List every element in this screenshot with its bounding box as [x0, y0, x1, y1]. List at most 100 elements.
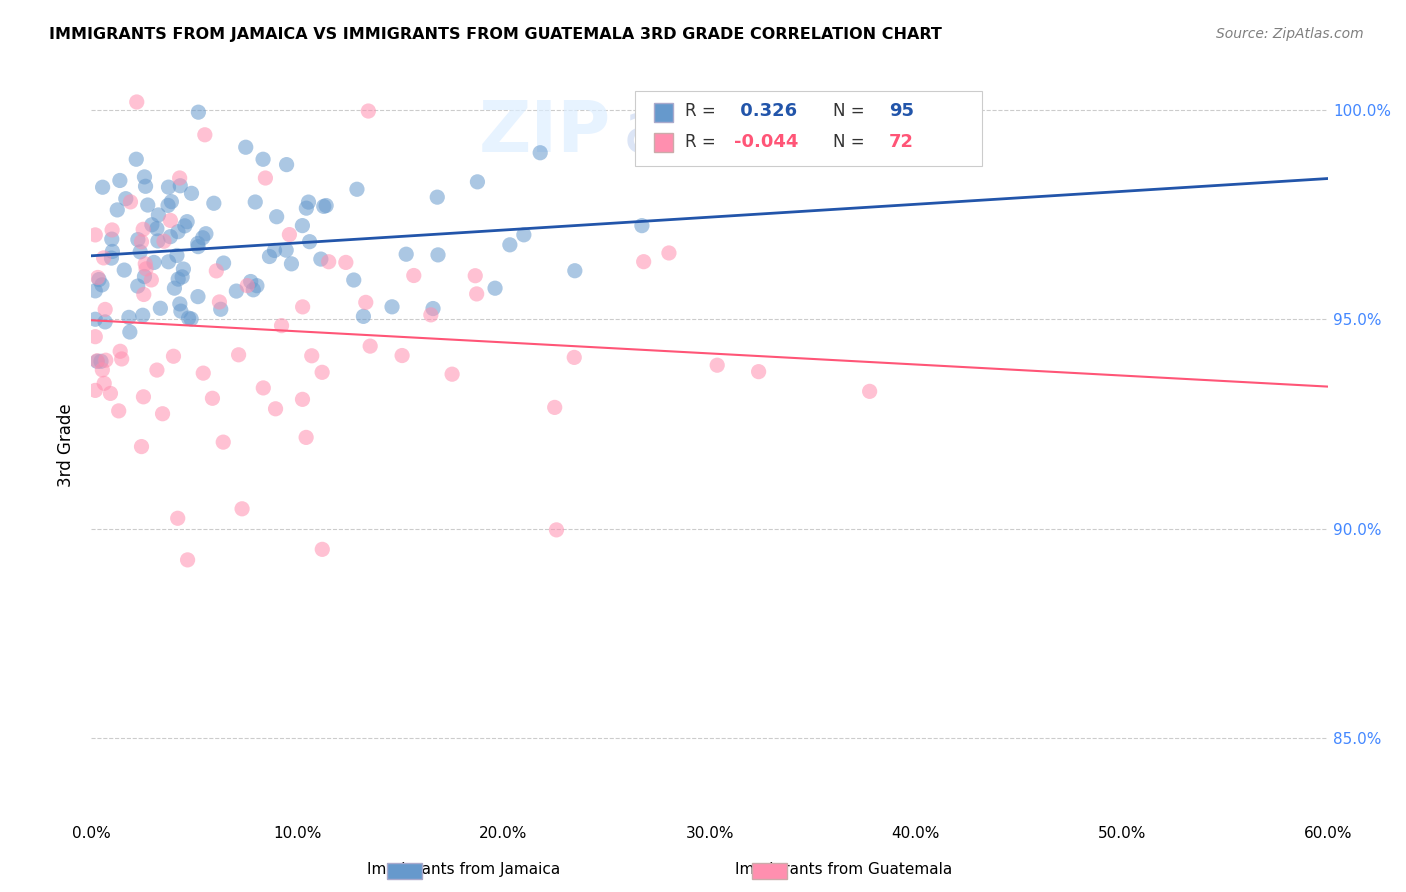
- Point: [312, 199, 335, 213]
- Point: [172, 269, 194, 284]
- Point: [291, 300, 314, 314]
- Point: [859, 384, 882, 399]
- Point: [170, 304, 193, 318]
- Text: Immigrants from Guatemala: Immigrants from Guatemala: [735, 863, 952, 877]
- Point: [633, 254, 655, 268]
- Text: ZIP: ZIP: [478, 98, 610, 167]
- Point: [100, 232, 122, 246]
- FancyBboxPatch shape: [636, 91, 981, 167]
- Point: [172, 262, 194, 277]
- Point: [159, 213, 181, 227]
- Point: [706, 358, 728, 372]
- Point: [163, 281, 186, 295]
- Point: [134, 257, 156, 271]
- Point: [335, 255, 357, 269]
- Point: [402, 268, 425, 283]
- Point: [146, 234, 169, 248]
- Point: [125, 153, 148, 167]
- Point: [134, 169, 156, 184]
- Point: [135, 261, 157, 276]
- Point: [225, 284, 247, 298]
- Point: [291, 392, 314, 407]
- Point: [205, 264, 228, 278]
- Point: [93, 376, 115, 391]
- Point: [84, 284, 107, 298]
- Text: IMMIGRANTS FROM JAMAICA VS IMMIGRANTS FROM GUATEMALA 3RD GRADE CORRELATION CHART: IMMIGRANTS FROM JAMAICA VS IMMIGRANTS FR…: [49, 27, 942, 42]
- Point: [467, 175, 489, 189]
- Point: [180, 312, 202, 326]
- FancyBboxPatch shape: [654, 103, 672, 121]
- Point: [157, 180, 180, 194]
- Point: [422, 301, 444, 316]
- Point: [246, 278, 269, 293]
- Point: [291, 219, 314, 233]
- Point: [112, 263, 135, 277]
- Point: [242, 283, 264, 297]
- Point: [107, 404, 129, 418]
- Point: [160, 194, 183, 209]
- Point: [148, 208, 170, 222]
- Point: [93, 251, 115, 265]
- Point: [86, 354, 108, 368]
- Point: [309, 252, 332, 266]
- Point: [84, 384, 107, 398]
- Point: [111, 351, 134, 366]
- Point: [193, 366, 215, 380]
- Point: [343, 273, 366, 287]
- Point: [212, 256, 235, 270]
- Point: [357, 103, 380, 118]
- Point: [658, 246, 681, 260]
- Point: [166, 511, 188, 525]
- Point: [100, 386, 122, 401]
- Point: [266, 210, 288, 224]
- Point: [84, 329, 107, 343]
- Point: [499, 237, 522, 252]
- Point: [278, 227, 301, 242]
- Point: [546, 523, 568, 537]
- Point: [136, 198, 159, 212]
- Point: [127, 279, 149, 293]
- Point: [132, 222, 155, 236]
- Point: [254, 171, 277, 186]
- Point: [176, 553, 198, 567]
- Point: [346, 182, 368, 196]
- Point: [264, 401, 287, 416]
- Point: [202, 196, 225, 211]
- Point: [318, 254, 340, 268]
- Point: [166, 248, 188, 262]
- Y-axis label: 3rd Grade: 3rd Grade: [58, 403, 75, 487]
- Point: [209, 302, 232, 317]
- Point: [544, 401, 567, 415]
- Point: [157, 198, 180, 212]
- Text: 72: 72: [889, 133, 914, 151]
- Point: [129, 244, 152, 259]
- Point: [270, 318, 292, 333]
- Point: [228, 348, 250, 362]
- Text: Source: ZipAtlas.com: Source: ZipAtlas.com: [1216, 27, 1364, 41]
- Point: [295, 430, 318, 444]
- Text: 95: 95: [889, 103, 914, 120]
- Point: [132, 308, 155, 322]
- Point: [132, 287, 155, 301]
- Point: [564, 264, 586, 278]
- Point: [94, 315, 117, 329]
- Point: [194, 128, 217, 142]
- Point: [91, 180, 114, 194]
- Point: [297, 195, 319, 210]
- Point: [427, 248, 450, 262]
- Point: [529, 145, 551, 160]
- Point: [94, 302, 117, 317]
- Point: [245, 194, 267, 209]
- Point: [187, 239, 209, 253]
- Point: [562, 351, 585, 365]
- Point: [513, 227, 536, 242]
- Point: [259, 250, 281, 264]
- Point: [748, 365, 770, 379]
- Point: [187, 236, 209, 251]
- Point: [134, 269, 156, 284]
- Point: [208, 295, 231, 310]
- Point: [131, 235, 153, 249]
- Point: [114, 192, 136, 206]
- Point: [90, 354, 112, 368]
- Point: [194, 227, 217, 241]
